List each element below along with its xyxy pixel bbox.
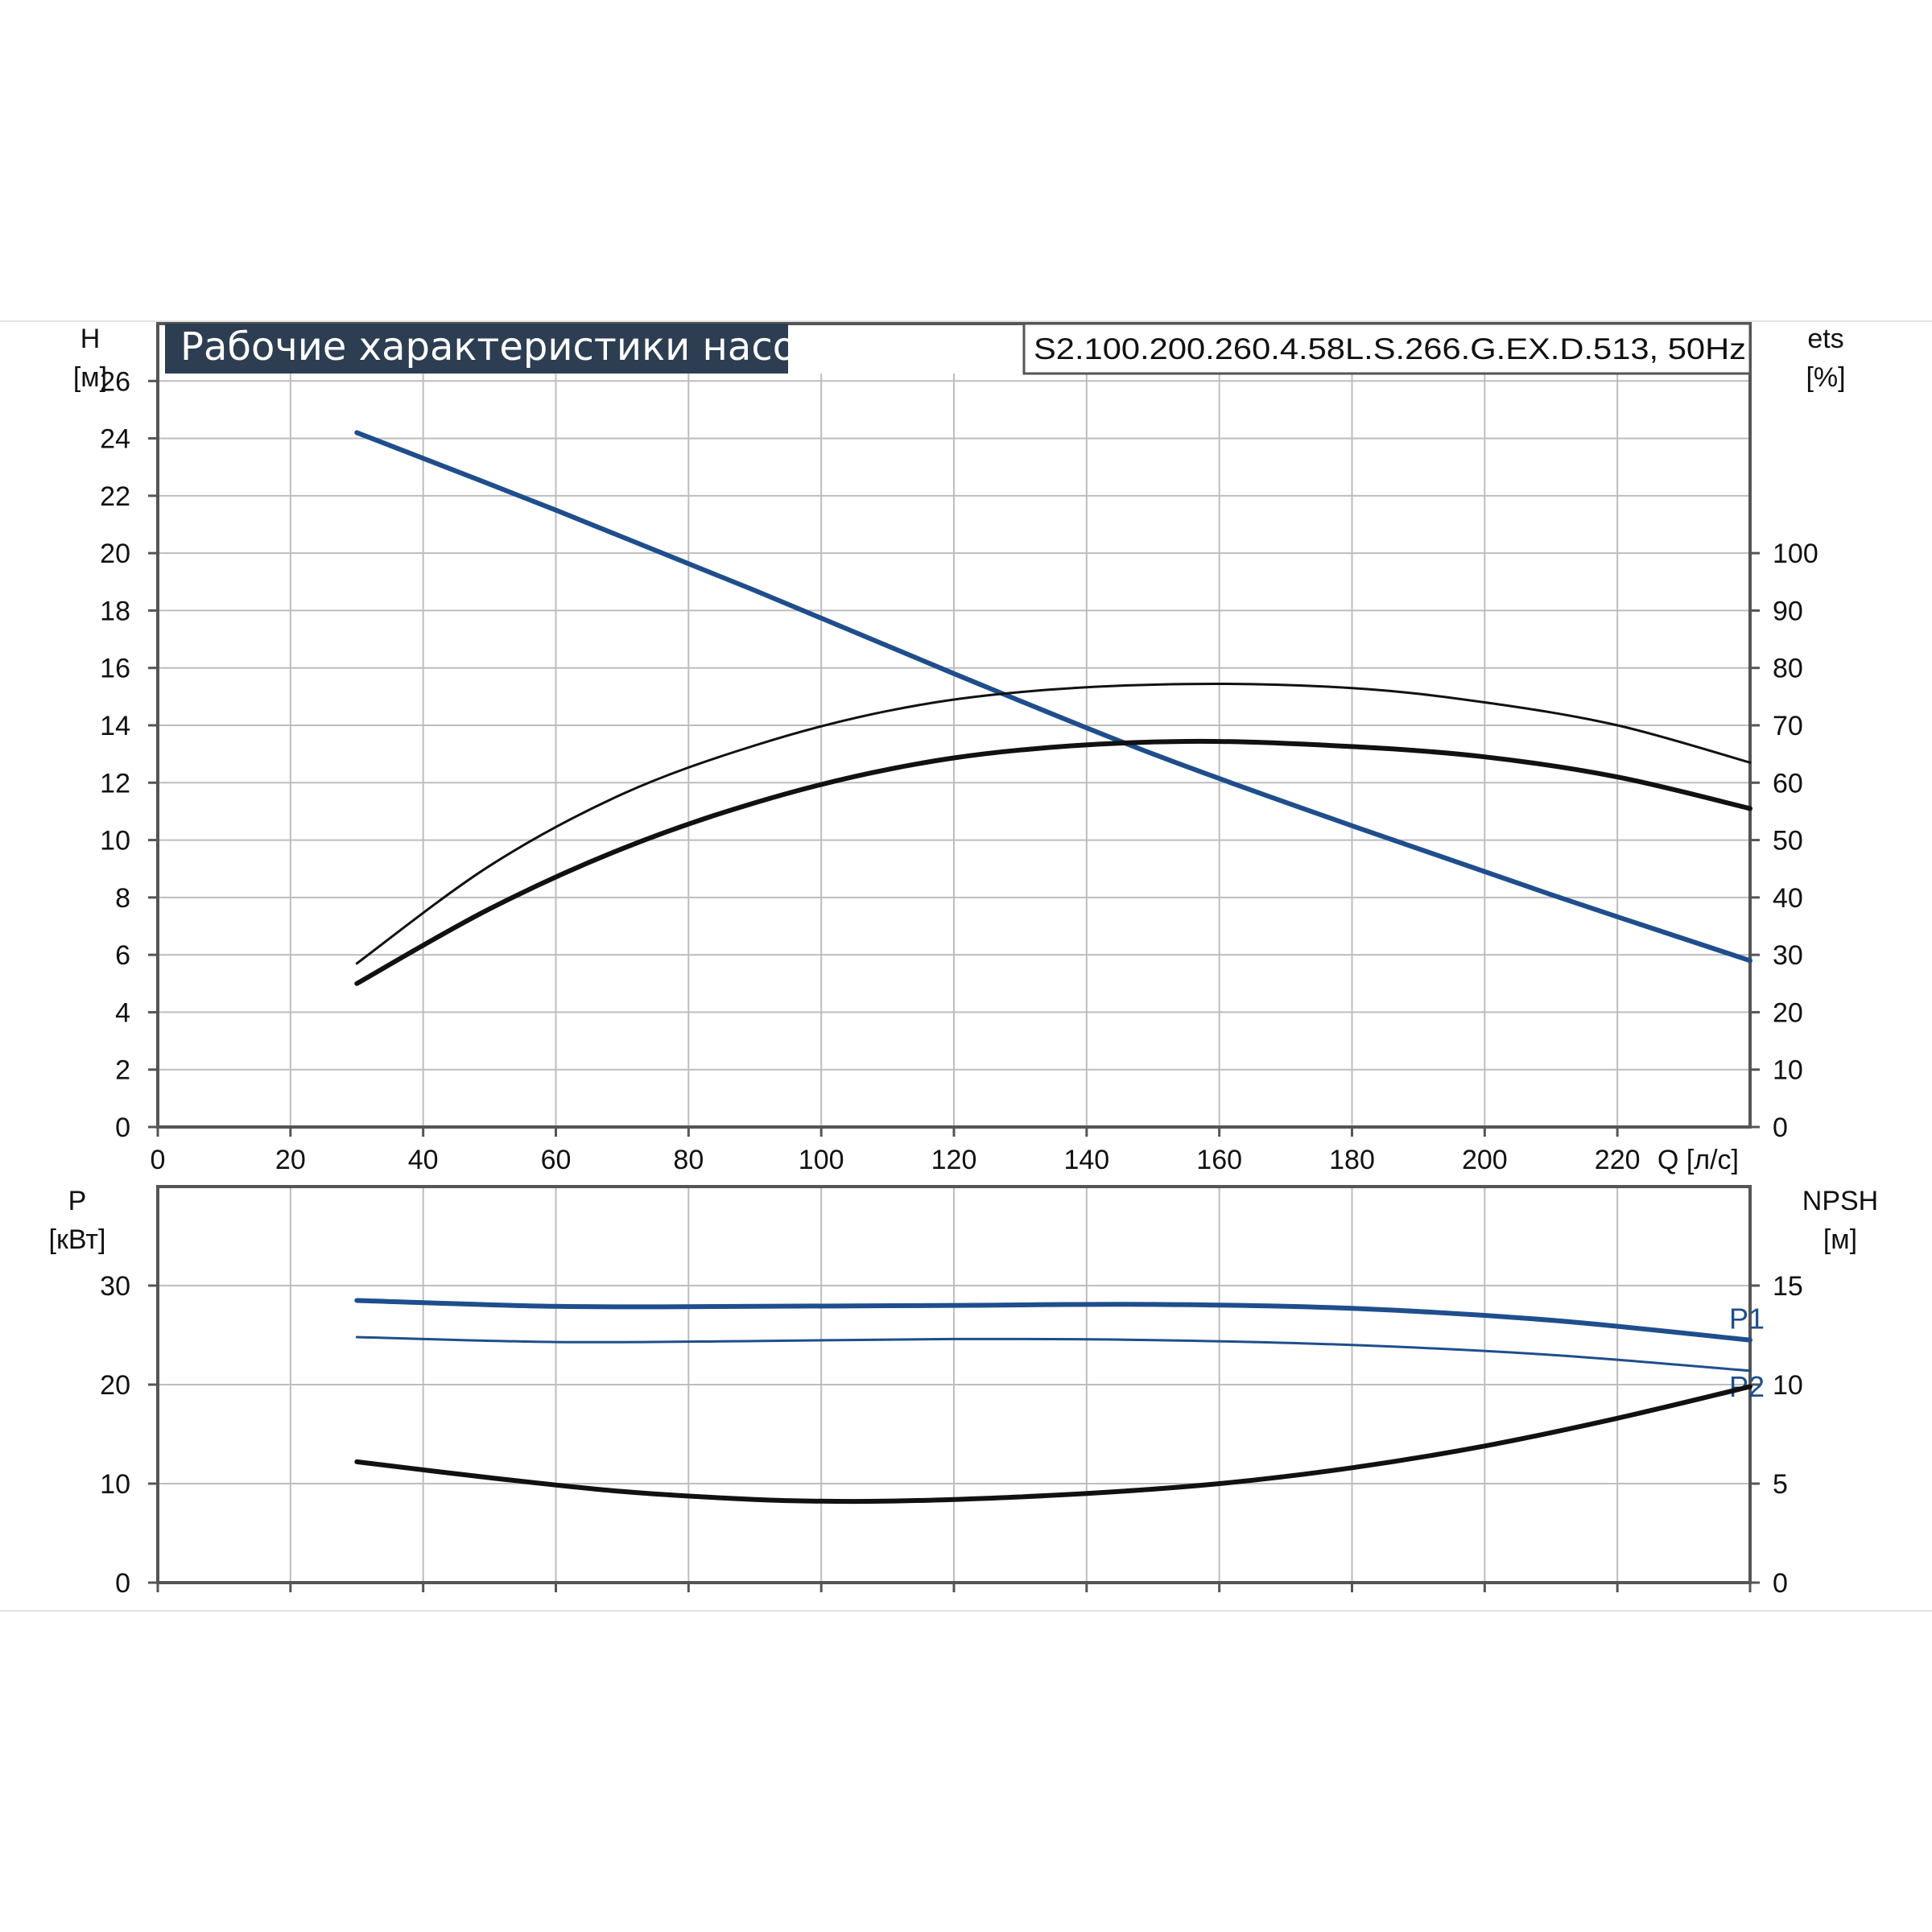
series-label-p1: P1 bbox=[1729, 1302, 1765, 1335]
left-tick-label: 10 bbox=[100, 1469, 130, 1500]
left-tick-label: 30 bbox=[100, 1271, 130, 1302]
curve-0-1 bbox=[355, 682, 1752, 965]
left-tick-label: 26 bbox=[100, 366, 130, 397]
curve-1-1 bbox=[355, 1335, 1752, 1373]
x-tick-label: 80 bbox=[673, 1145, 704, 1175]
x-tick-label: 60 bbox=[541, 1145, 572, 1175]
right-tick-label: 30 bbox=[1773, 940, 1803, 971]
x-tick-label: 120 bbox=[931, 1145, 977, 1175]
p-axis-label: P bbox=[68, 1186, 87, 1216]
x-tick-label: 140 bbox=[1063, 1145, 1109, 1175]
left-tick-label: 10 bbox=[100, 826, 130, 857]
right-tick-label: 50 bbox=[1773, 826, 1803, 857]
right-tick-label: 40 bbox=[1773, 883, 1803, 914]
right-tick-label: 80 bbox=[1773, 654, 1803, 684]
left-tick-label: 20 bbox=[100, 1370, 130, 1401]
left-tick-label: 0 bbox=[115, 1568, 130, 1599]
right-tick-label: 0 bbox=[1773, 1568, 1788, 1599]
left-tick-label: 24 bbox=[100, 424, 130, 455]
left-tick-label: 16 bbox=[100, 654, 130, 684]
bottom-chart-grid bbox=[158, 1187, 1751, 1583]
top-chart-grid bbox=[158, 374, 1751, 1127]
p-axis-unit: [кВт] bbox=[49, 1224, 106, 1255]
left-tick-label: 12 bbox=[100, 768, 130, 799]
left-tick-label: 0 bbox=[115, 1113, 130, 1143]
q-axis-label: Q [л/с] bbox=[1657, 1145, 1739, 1175]
x-tick-label: 40 bbox=[408, 1145, 439, 1175]
model-subtitle: S2.100.200.260.4.58L.S.266.G.EX.D.513, 5… bbox=[1034, 332, 1746, 365]
npsh-axis-label: NPSH bbox=[1802, 1186, 1878, 1216]
x-tick-label: 220 bbox=[1595, 1145, 1641, 1175]
h-axis-unit: [м] bbox=[73, 362, 107, 393]
left-tick-label: 8 bbox=[115, 883, 130, 914]
x-tick-label: 180 bbox=[1329, 1145, 1375, 1175]
right-tick-label: 15 bbox=[1773, 1271, 1803, 1302]
top-chart-curves bbox=[354, 430, 1752, 986]
left-tick-label: 14 bbox=[100, 711, 130, 741]
x-tick-label: 0 bbox=[151, 1145, 166, 1175]
left-tick-label: 4 bbox=[115, 997, 130, 1028]
left-tick-label: 18 bbox=[100, 596, 130, 626]
left-tick-label: 6 bbox=[115, 940, 130, 971]
x-tick-label: 200 bbox=[1462, 1145, 1508, 1175]
right-tick-label: 10 bbox=[1773, 1055, 1803, 1086]
left-tick-label: 2 bbox=[115, 1055, 130, 1086]
bottom-chart-ticks: 0 10 20 30 0 5 10 15 bbox=[100, 1271, 1803, 1599]
right-tick-label: 5 bbox=[1773, 1469, 1788, 1500]
x-tick-label: 100 bbox=[799, 1145, 844, 1175]
curve-0-2 bbox=[354, 738, 1752, 986]
h-axis-label: H bbox=[80, 324, 101, 354]
model-box bbox=[1022, 322, 1752, 375]
curve-0-0 bbox=[354, 430, 1752, 964]
right-tick-label: 20 bbox=[1773, 997, 1803, 1028]
left-tick-label: 20 bbox=[100, 539, 130, 569]
right-tick-label: 0 bbox=[1773, 1113, 1788, 1143]
npsh-axis-unit: [м] bbox=[1823, 1224, 1857, 1255]
x-tick-label: 20 bbox=[275, 1145, 306, 1175]
x-tick-label: 160 bbox=[1196, 1145, 1242, 1175]
eta-axis-label: ets bbox=[1807, 324, 1843, 354]
curve-1-2 bbox=[354, 1384, 1752, 1505]
right-tick-label: 100 bbox=[1773, 539, 1818, 569]
curve-1-0 bbox=[354, 1298, 1752, 1343]
eta-axis-unit: [%] bbox=[1806, 362, 1845, 393]
left-tick-label: 22 bbox=[100, 481, 130, 512]
chart-title: Рабочие характеристики насоса bbox=[180, 324, 841, 369]
right-tick-label: 70 bbox=[1773, 711, 1803, 741]
right-tick-label: 90 bbox=[1773, 596, 1803, 626]
right-tick-label: 60 bbox=[1773, 768, 1803, 799]
right-tick-label: 10 bbox=[1773, 1370, 1803, 1401]
top-chart-ticks: 0246810121416182022242601020304050607080… bbox=[100, 366, 1818, 1175]
title-box bbox=[165, 324, 788, 374]
